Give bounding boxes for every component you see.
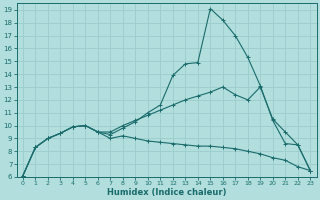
X-axis label: Humidex (Indice chaleur): Humidex (Indice chaleur) [107, 188, 226, 197]
